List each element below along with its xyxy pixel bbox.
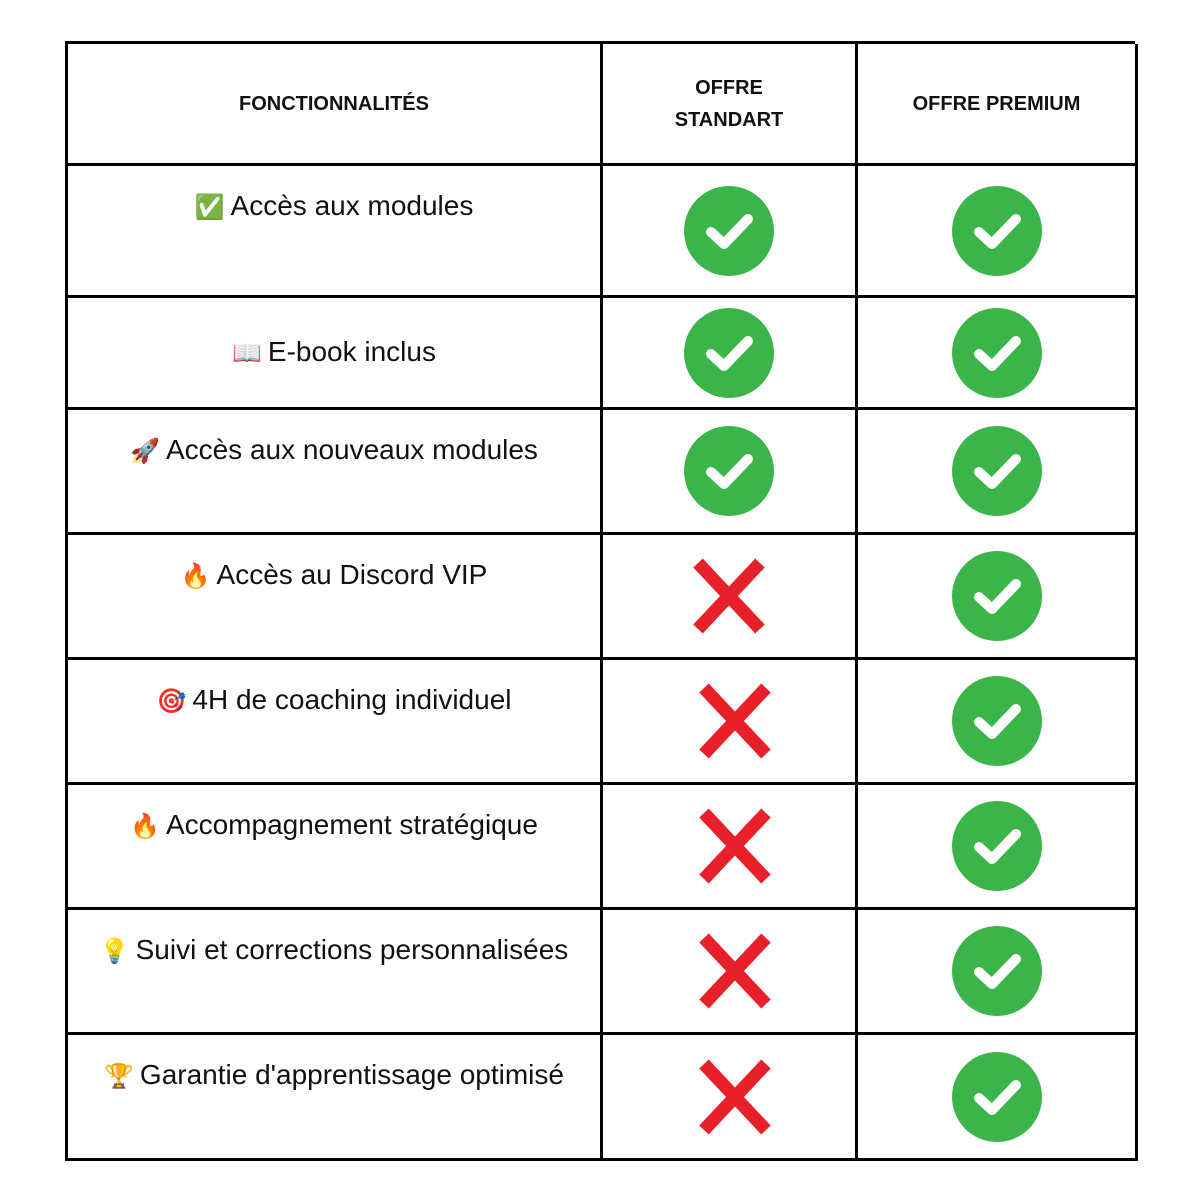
header-features-label: FONCTIONNALITÉS (239, 92, 429, 115)
check-circle-icon (684, 185, 774, 276)
cross-icon (696, 807, 774, 885)
premium-cell (858, 298, 1138, 410)
header-premium-label: OFFRE PREMIUM (912, 92, 1081, 115)
premium-cell (858, 1035, 1138, 1161)
feature-label: 4H de coaching individuel (192, 684, 512, 715)
check-box-icon: ✅ (194, 194, 225, 221)
fire-icon: 🔥 (180, 563, 211, 590)
check-circle-icon (951, 1051, 1042, 1142)
standard-cell (603, 166, 858, 298)
standard-cell (603, 298, 858, 410)
cross-icon (696, 932, 774, 1010)
feature-cell: 🎯 4H de coaching individuel (68, 660, 603, 785)
feature-label: Accès aux modules (230, 190, 474, 221)
feature-cell: 🔥 Accompagnement stratégique (68, 785, 603, 910)
standard-cell (603, 785, 858, 910)
book-icon: 📖 (232, 340, 262, 367)
header-premium: OFFRE PREMIUM (858, 44, 1138, 166)
feature-cell: ✅ Accès aux modules (68, 166, 603, 298)
comparison-table: FONCTIONNALITÉS OFFRE STANDART OFFRE PRE… (65, 41, 1138, 1161)
feature-cell: 🚀 Accès aux nouveaux modules (68, 410, 603, 535)
header-standard: OFFRE STANDART (603, 44, 858, 166)
check-circle-icon (951, 926, 1042, 1016)
standard-cell (603, 910, 858, 1035)
feature-cell: 📖 E-book inclus (68, 298, 603, 410)
lightbulb-icon: 💡 (99, 938, 130, 965)
standard-cell (603, 410, 858, 535)
check-circle-icon (951, 426, 1042, 516)
header-features: FONCTIONNALITÉS (68, 44, 603, 166)
check-circle-icon (951, 307, 1042, 398)
check-circle-icon (951, 676, 1042, 766)
feature-label: Accès au Discord VIP (216, 559, 488, 590)
header-standard-label: OFFRE STANDART (674, 76, 784, 131)
check-circle-icon (684, 426, 774, 516)
feature-cell: 💡 Suivi et corrections personnalisées (68, 910, 603, 1035)
feature-label: E-book inclus (267, 336, 436, 367)
cross-icon (696, 682, 774, 760)
cross-icon (690, 557, 768, 635)
feature-label: Garantie d'apprentissage optimisé (139, 1059, 564, 1090)
premium-cell (858, 785, 1138, 910)
fire-icon: 🔥 (130, 813, 160, 840)
standard-cell (603, 1035, 858, 1161)
premium-cell (858, 910, 1138, 1035)
target-icon: 🎯 (156, 688, 187, 715)
feature-label: Suivi et corrections personnalisées (135, 934, 569, 965)
standard-cell (603, 660, 858, 785)
premium-cell (858, 410, 1138, 535)
feature-label: Accès aux nouveaux modules (165, 434, 538, 465)
rocket-icon: 🚀 (130, 438, 160, 465)
check-circle-icon (951, 801, 1042, 891)
feature-cell: 🏆 Garantie d'apprentissage optimisé (68, 1035, 603, 1161)
premium-cell (858, 535, 1138, 660)
premium-cell (858, 166, 1138, 298)
trophy-icon: 🏆 (104, 1063, 134, 1090)
check-circle-icon (951, 185, 1042, 276)
feature-cell: 🔥 Accès au Discord VIP (68, 535, 603, 660)
premium-cell (858, 660, 1138, 785)
check-circle-icon (951, 551, 1042, 641)
check-circle-icon (684, 307, 774, 398)
standard-cell (603, 535, 858, 660)
cross-icon (696, 1058, 774, 1136)
feature-label: Accompagnement stratégique (165, 809, 538, 840)
